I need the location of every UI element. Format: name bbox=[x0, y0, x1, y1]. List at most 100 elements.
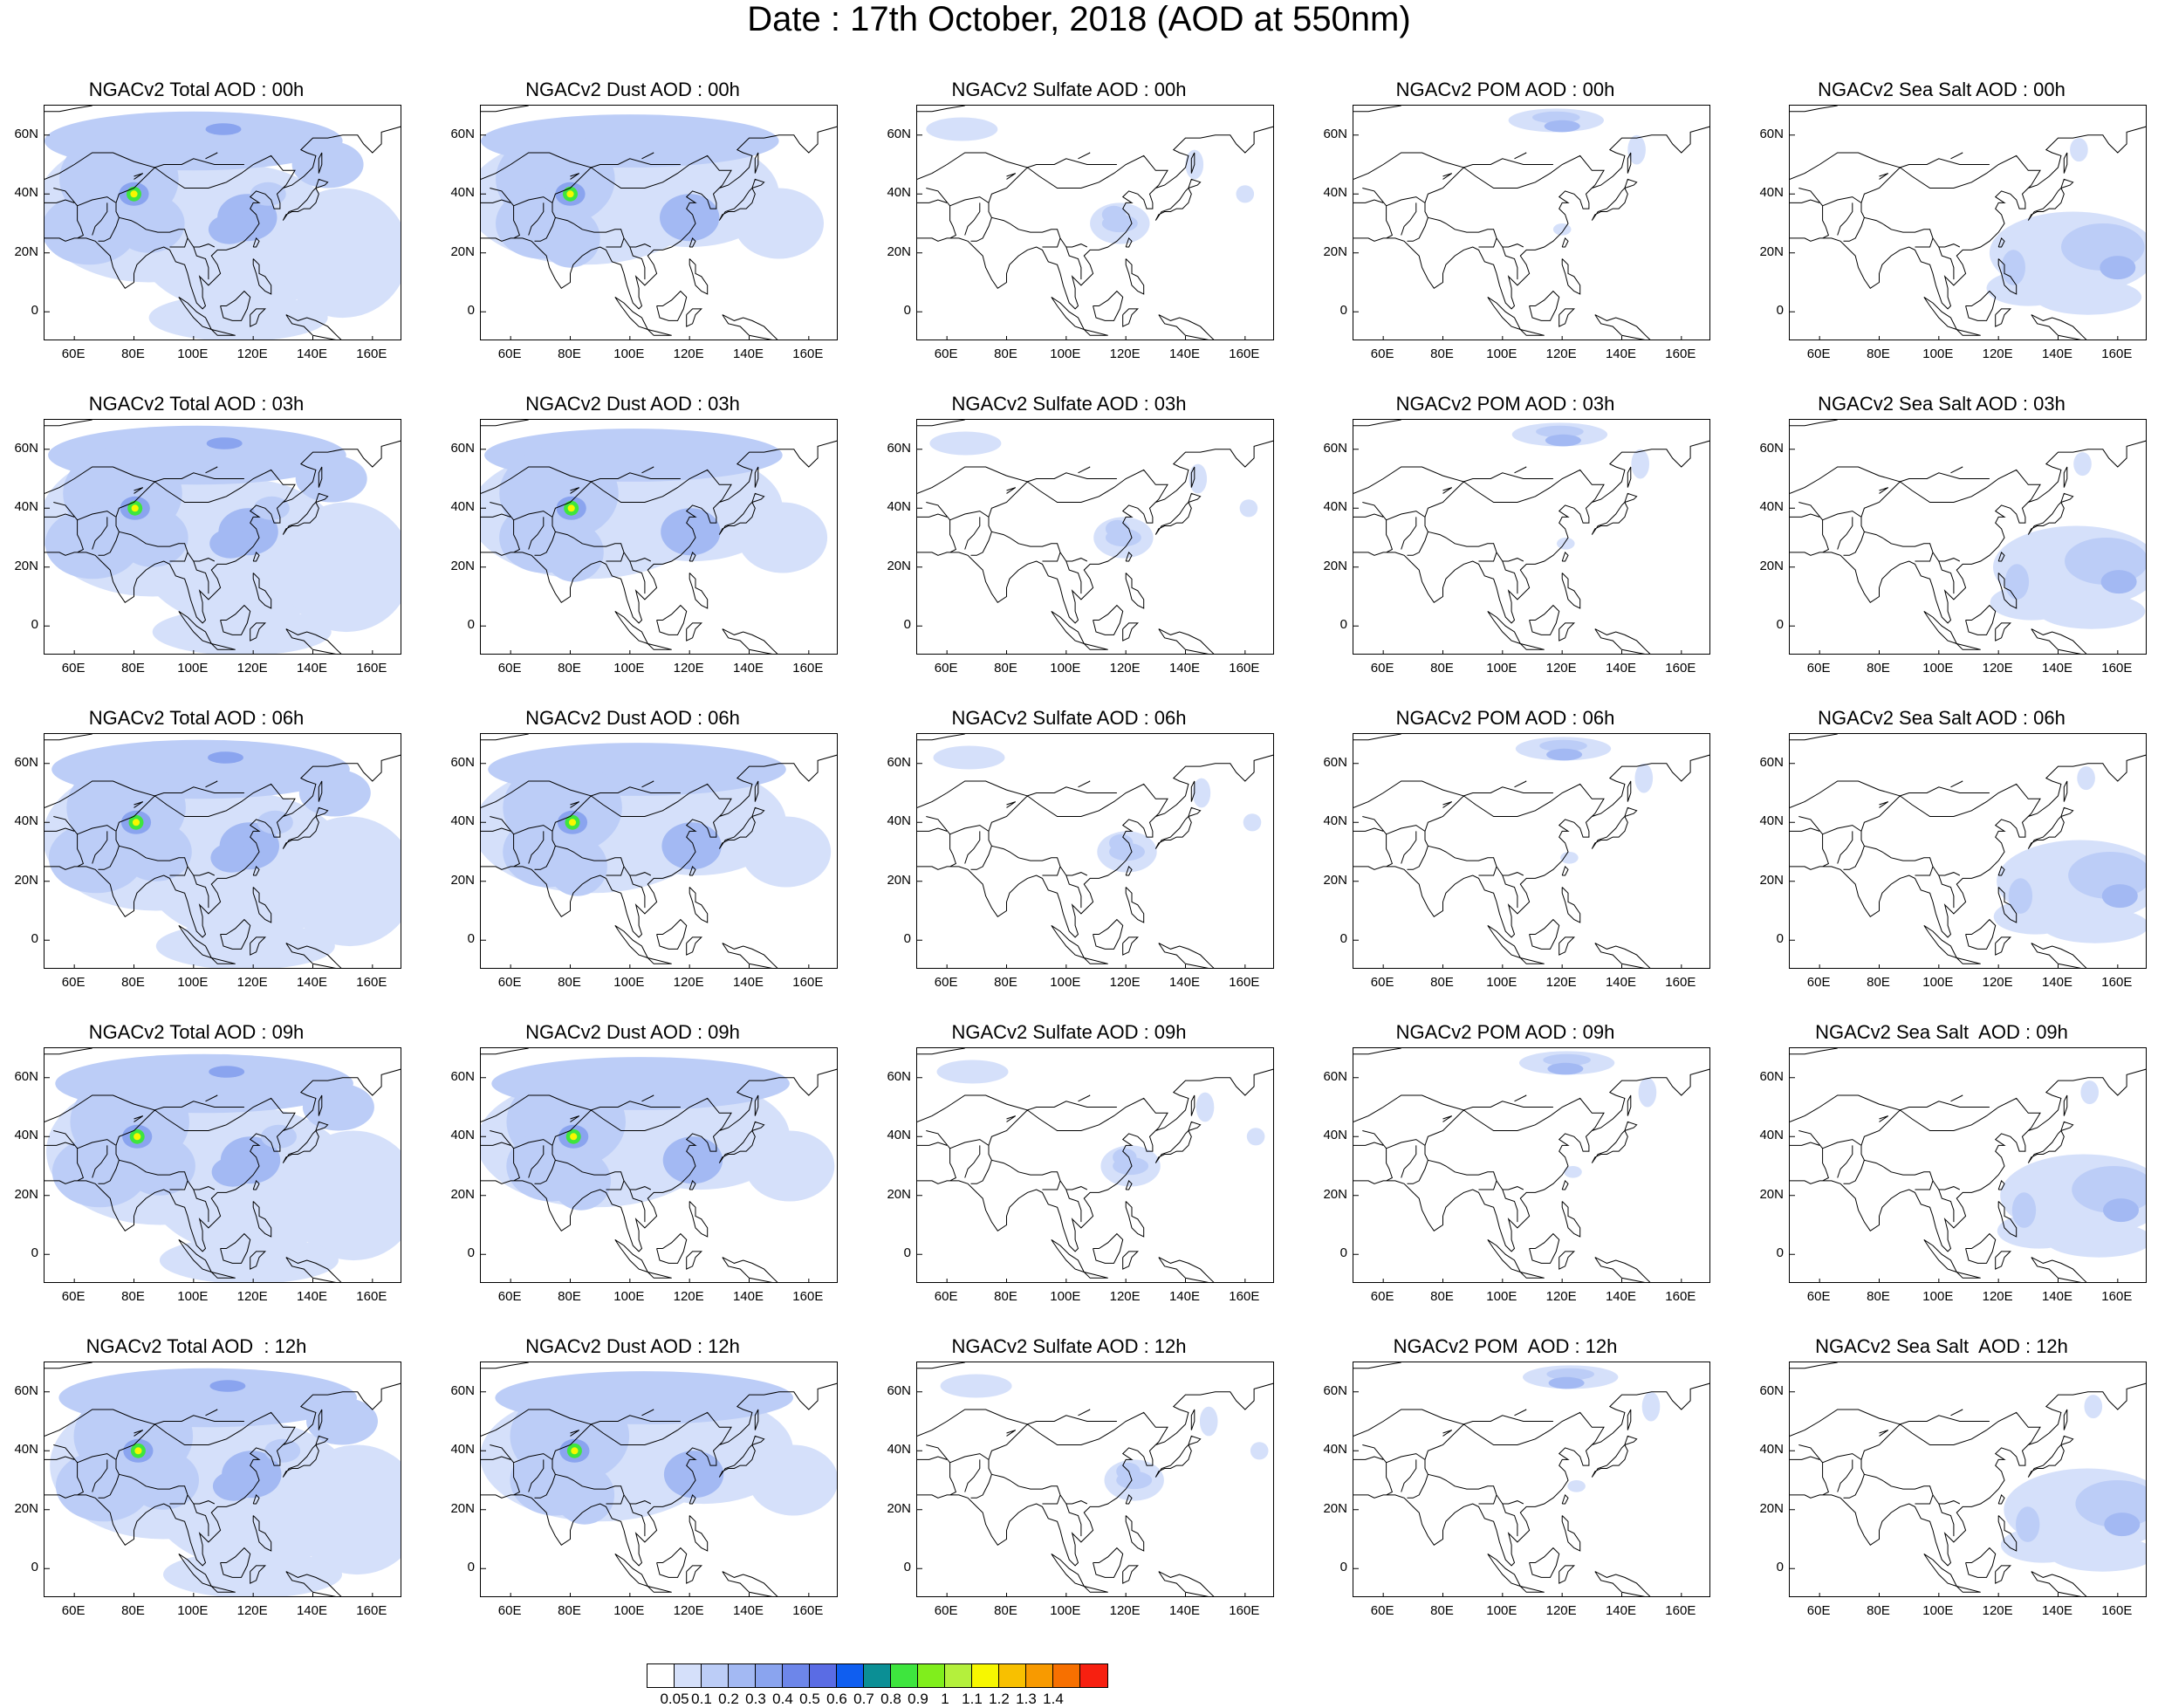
lon-tick-label: 60E bbox=[1370, 1289, 1394, 1304]
aod-shading bbox=[250, 182, 286, 206]
lon-tick-label: 120E bbox=[236, 975, 268, 990]
lon-tick-label: 160E bbox=[1665, 1289, 1696, 1304]
aod-shading bbox=[603, 455, 783, 562]
panel-title: NGACv2 Sulfate AOD : 00h bbox=[951, 79, 1187, 100]
coastline bbox=[1790, 1048, 2146, 1282]
map-panel-pom-12h: NGACv2 POM AOD : 12h 60N 40N 20N 0 60E 80E 100E… bbox=[1309, 1335, 1710, 1632]
lon-tick-label: 120E bbox=[1109, 975, 1141, 990]
lat-tick-label: 0 bbox=[1776, 931, 1784, 947]
lon-tick-label: 60E bbox=[1806, 1289, 1831, 1304]
lat-tick-label: 0 bbox=[1776, 303, 1784, 319]
map-area bbox=[480, 1047, 838, 1283]
lat-tick-label: 0 bbox=[903, 1560, 911, 1575]
colorbar-swatch bbox=[756, 1664, 783, 1687]
lon-tick-label: 140E bbox=[1168, 975, 1201, 990]
aod-shading bbox=[748, 1444, 837, 1516]
map-area bbox=[1353, 1047, 1710, 1283]
aod-shading bbox=[544, 523, 604, 582]
aod-shading bbox=[1192, 778, 1211, 808]
aod-shading bbox=[298, 769, 371, 817]
coastline bbox=[917, 1048, 1273, 1282]
lon-tick-label: 100E bbox=[1050, 1289, 1081, 1304]
lon-tick-label: 60E bbox=[934, 346, 958, 361]
aod-map-svg bbox=[1790, 106, 2146, 340]
lat-tick-label: 0 bbox=[467, 931, 475, 947]
aod-map-svg bbox=[917, 106, 1273, 340]
aod-shading bbox=[737, 502, 828, 573]
lon-tick-label: 100E bbox=[1486, 346, 1517, 361]
aod-shading bbox=[130, 190, 138, 198]
lon-tick-label: 60E bbox=[934, 1603, 958, 1618]
lat-tick-label: 60N bbox=[450, 126, 475, 141]
aod-shading bbox=[206, 437, 243, 449]
aod-shading bbox=[1105, 519, 1130, 538]
colorbar-label: 1.3 bbox=[1016, 1691, 1037, 1707]
panel-title: NGACv2 Dust AOD : 09h bbox=[525, 1021, 740, 1043]
aod-shading bbox=[1243, 813, 1262, 832]
lat-tick-label: 20N bbox=[1759, 1186, 1784, 1202]
map-panel-pom-00h: NGACv2 POM AOD : 00h 60N 40N 20N 0 60E 80E 100E… bbox=[1309, 79, 1710, 375]
map-area bbox=[1353, 105, 1710, 340]
lon-tick-label: 140E bbox=[1168, 1603, 1201, 1618]
aod-shading bbox=[277, 188, 401, 319]
lat-tick-label: 20N bbox=[1323, 1186, 1347, 1202]
lat-tick-label: 40N bbox=[1759, 1442, 1784, 1458]
map-area bbox=[44, 1362, 401, 1597]
colorbar-swatch bbox=[972, 1664, 999, 1687]
colorbar-label: 0.3 bbox=[745, 1691, 766, 1707]
lon-tick-label: 60E bbox=[497, 346, 522, 361]
aod-shading bbox=[1539, 739, 1587, 752]
lat-tick-label: 40N bbox=[887, 813, 911, 829]
panel-title: NGACv2 Dust AOD : 03h bbox=[525, 393, 740, 415]
aod-shading bbox=[1552, 223, 1572, 236]
lon-tick-label: 60E bbox=[497, 1603, 522, 1618]
aod-shading bbox=[929, 431, 1002, 456]
aod-shading bbox=[1199, 1406, 1218, 1437]
lat-tick-label: 40N bbox=[1759, 1128, 1784, 1143]
lat-tick-label: 0 bbox=[31, 931, 38, 947]
lon-tick-label: 100E bbox=[1922, 1603, 1954, 1618]
lat-tick-label: 60N bbox=[14, 1068, 38, 1084]
lon-tick-label: 80E bbox=[1430, 346, 1454, 361]
aod-map-svg bbox=[1790, 420, 2146, 654]
aod-shading bbox=[2041, 908, 2146, 943]
lon-tick-label: 120E bbox=[1982, 1603, 2013, 1618]
lat-tick-label: 20N bbox=[450, 1500, 475, 1516]
map-panel-seasalt-03h: NGACv2 Sea Salt AOD : 03h 60N 40N 20N 0 60E 80… bbox=[1745, 393, 2147, 689]
lon-tick-label: 140E bbox=[2041, 346, 2073, 361]
colorbar-label: 0.5 bbox=[799, 1691, 820, 1707]
aod-shading bbox=[2080, 1080, 2099, 1105]
lon-tick-label: 160E bbox=[792, 1603, 824, 1618]
lat-tick-label: 0 bbox=[903, 1245, 911, 1261]
aod-shading bbox=[2077, 766, 2095, 791]
aod-shading bbox=[2034, 279, 2142, 315]
map-panel-dust-00h: NGACv2 Dust AOD : 00h 60N 40N 20N 0 60E 80E 100… bbox=[436, 79, 838, 375]
coastline bbox=[1353, 734, 1709, 968]
map-area bbox=[44, 1047, 401, 1283]
lon-tick-label: 60E bbox=[1370, 346, 1394, 361]
panel-title: NGACv2 Sea Salt AOD : 03h bbox=[1818, 393, 2066, 415]
aod-shading bbox=[209, 1066, 245, 1078]
aod-shading bbox=[134, 1133, 141, 1141]
coastline bbox=[1353, 1362, 1709, 1596]
map-area bbox=[916, 1047, 1274, 1283]
aod-shading bbox=[734, 188, 824, 259]
lon-tick-label: 60E bbox=[1806, 661, 1831, 676]
coastline bbox=[917, 420, 1273, 654]
aod-shading bbox=[132, 819, 140, 827]
map-panel-dust-12h: NGACv2 Dust AOD : 12h 60N 40N 20N 0 60E 80E 100… bbox=[436, 1335, 838, 1632]
lat-tick-label: 60N bbox=[1323, 126, 1347, 141]
lat-tick-label: 0 bbox=[1776, 1560, 1784, 1575]
panel-title: NGACv2 Sea Salt AOD : 09h bbox=[1815, 1021, 2068, 1043]
coastline bbox=[45, 734, 401, 968]
colorbar-swatch bbox=[864, 1664, 891, 1687]
map-area bbox=[916, 419, 1274, 655]
aod-shading bbox=[1627, 134, 1646, 165]
lon-tick-label: 140E bbox=[1605, 1289, 1637, 1304]
lon-tick-label: 60E bbox=[1806, 346, 1831, 361]
lon-tick-label: 100E bbox=[613, 975, 645, 990]
aod-map-svg bbox=[45, 1362, 401, 1596]
lat-tick-label: 60N bbox=[1759, 754, 1784, 770]
lon-tick-label: 100E bbox=[1050, 661, 1081, 676]
lat-tick-label: 60N bbox=[450, 1068, 475, 1084]
